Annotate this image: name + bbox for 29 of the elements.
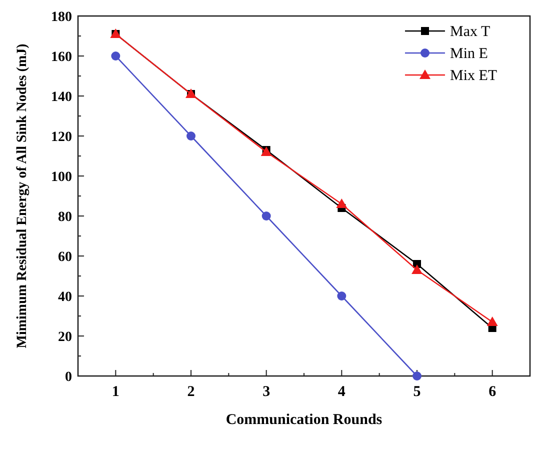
x-tick-label: 3 (262, 384, 270, 400)
legend-label: Mix ET (450, 68, 498, 84)
legend-label: Min E (450, 46, 488, 62)
point (412, 264, 422, 274)
y-tick-label: 40 (58, 290, 72, 305)
x-axis-title: Communication Rounds (226, 412, 382, 428)
y-tick-label: 160 (51, 50, 72, 65)
x-tick-label: 6 (488, 384, 497, 400)
y-tick-label: 180 (51, 10, 72, 25)
point (336, 198, 348, 208)
y-tick-label: 20 (58, 330, 72, 345)
point (337, 292, 346, 300)
legend-label: Max T (450, 24, 490, 40)
point (111, 52, 120, 60)
y-tick-label: 140 (51, 90, 72, 105)
y-tick-label: 100 (51, 170, 72, 185)
point (186, 132, 196, 140)
point (486, 316, 498, 326)
y-axis-title: Mimimum Residual Energy of All Sink Nodes (mJ) (15, 43, 30, 348)
x-tick-label: 2 (187, 384, 195, 400)
x-tick-label: 5 (413, 384, 421, 400)
y-tick-label: 120 (51, 130, 72, 145)
y-tick-label: 80 (58, 210, 72, 225)
point (262, 212, 271, 220)
point (412, 372, 422, 380)
x-tick-label: 1 (112, 384, 120, 400)
y-tick-label: 0 (65, 370, 72, 385)
y-tick-label: 60 (58, 250, 72, 265)
x-tick-label: 4 (338, 384, 346, 400)
